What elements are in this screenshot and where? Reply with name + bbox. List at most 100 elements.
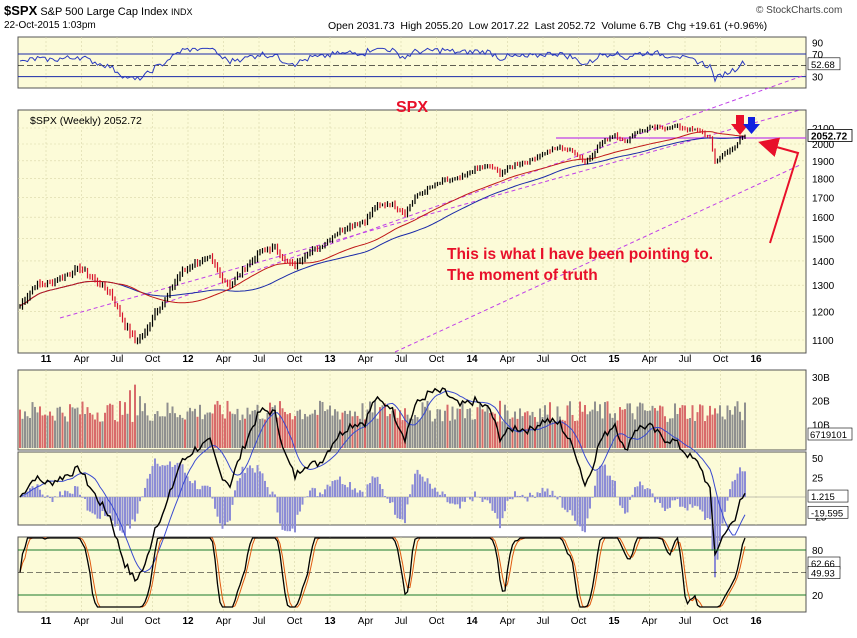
macd-histogram-bar — [316, 496, 319, 497]
macd-histogram-bar — [404, 497, 406, 524]
x-tick-label: Apr — [74, 616, 90, 627]
macd-histogram-bar — [124, 497, 126, 536]
macd-histogram-bar — [401, 497, 404, 520]
macd-histogram-bar — [326, 484, 329, 497]
macd-histogram-bar — [341, 484, 344, 497]
x-tick-label: 16 — [750, 616, 762, 627]
macd-histogram-bar — [606, 475, 609, 497]
volume-bar — [329, 405, 331, 448]
macd-histogram-bar — [701, 497, 704, 512]
volume-bar — [56, 407, 59, 448]
volume-tick-label: 20B — [812, 397, 830, 408]
volume-bar — [501, 421, 504, 448]
x-tick-label: 11 — [41, 616, 52, 627]
macd-histogram-bar — [359, 490, 361, 497]
volume-bar — [264, 419, 266, 448]
macd-panel — [18, 387, 806, 582]
volume-bar — [619, 407, 621, 448]
macd-histogram-bar — [601, 465, 604, 497]
volume-bar — [466, 409, 469, 448]
volume-bar — [164, 416, 166, 448]
macd-histogram-bar — [409, 494, 411, 497]
macd-histogram-bar — [224, 497, 226, 525]
x-tick-label: 16 — [750, 354, 762, 365]
macd-histogram-bar — [339, 476, 341, 497]
volume-bar — [704, 421, 706, 448]
macd-histogram-bar — [149, 473, 151, 497]
macd-histogram-bar — [259, 471, 261, 497]
macd-histogram-bar — [716, 497, 719, 560]
macd-histogram-bar — [641, 485, 644, 497]
volume-bar — [184, 419, 186, 448]
volume-bar — [209, 412, 211, 448]
volume-bar — [111, 404, 114, 448]
macd-histogram-bar — [686, 497, 689, 511]
macd-histogram-bar — [306, 496, 309, 497]
volume-bar — [511, 417, 514, 448]
volume-bar — [211, 413, 214, 448]
rsi-line — [19, 47, 746, 83]
macd-histogram-bar — [744, 471, 746, 497]
volume-bar — [461, 402, 464, 448]
macd-histogram-bar — [591, 497, 594, 498]
macd-histogram-bar — [379, 484, 381, 497]
volume-bar — [36, 412, 39, 448]
volume-bar — [49, 411, 51, 448]
volume-bar — [674, 403, 676, 448]
volume-bar — [161, 416, 164, 448]
macd-histogram-bar — [321, 494, 324, 497]
volume-bar — [426, 400, 429, 448]
volume-bar — [599, 404, 601, 448]
volume-bar — [496, 421, 499, 448]
macd-histogram-bar — [546, 488, 549, 497]
macd-histogram-bar — [709, 497, 711, 520]
volume-bar — [349, 410, 351, 448]
macd-histogram-bar — [69, 493, 71, 497]
macd-histogram-bar — [41, 494, 44, 497]
macd-histogram-bar — [109, 497, 111, 514]
macd-histogram-bar — [544, 491, 546, 497]
macd-histogram-bar — [671, 497, 674, 501]
volume-bar — [279, 401, 281, 448]
macd-histogram-bar — [376, 476, 379, 497]
x-tick-label: 13 — [324, 616, 336, 627]
macd-histogram-bar — [434, 487, 436, 497]
macd-histogram-bar — [151, 466, 154, 497]
sma-short-line — [19, 131, 746, 307]
stoch-tick-label: 20 — [812, 591, 824, 602]
macd-histogram-bar — [556, 497, 559, 500]
macd-histogram-bar — [76, 486, 79, 497]
volume-bar — [719, 405, 721, 448]
volume-bar — [434, 418, 436, 448]
stockcharts-brand: © StockCharts.com — [756, 5, 843, 16]
x-tick-label: Jul — [679, 354, 692, 365]
volume-bar — [581, 411, 584, 448]
macd-histogram-bar — [71, 493, 74, 497]
volume-bar — [171, 406, 174, 448]
volume-bar — [229, 411, 231, 448]
volume-bar — [384, 403, 386, 448]
volume-bar — [239, 420, 241, 448]
volume-bar — [159, 416, 161, 448]
panel-bg-price — [17, 109, 807, 354]
volume-bar — [369, 401, 371, 448]
volume-bar — [86, 407, 89, 448]
volume-bar — [124, 402, 126, 448]
macd-histogram-bar — [471, 497, 474, 502]
volume-bar — [251, 410, 254, 448]
price-tick-label: 1300 — [812, 281, 835, 292]
volume-bar — [99, 421, 101, 448]
macd-histogram-bar — [36, 484, 39, 497]
macd-histogram-bar — [111, 497, 114, 521]
macd-histogram-bar — [191, 483, 194, 497]
volume-bar — [339, 419, 341, 448]
volume-bar — [241, 414, 244, 448]
macd-histogram-bar — [534, 497, 536, 498]
macd-histogram-bar — [456, 497, 459, 505]
x-tick-label: 15 — [608, 616, 620, 627]
x-tick-label: Apr — [500, 354, 516, 365]
volume-bar — [204, 414, 206, 448]
volume-bar — [194, 408, 196, 448]
volume-bar — [684, 405, 686, 448]
